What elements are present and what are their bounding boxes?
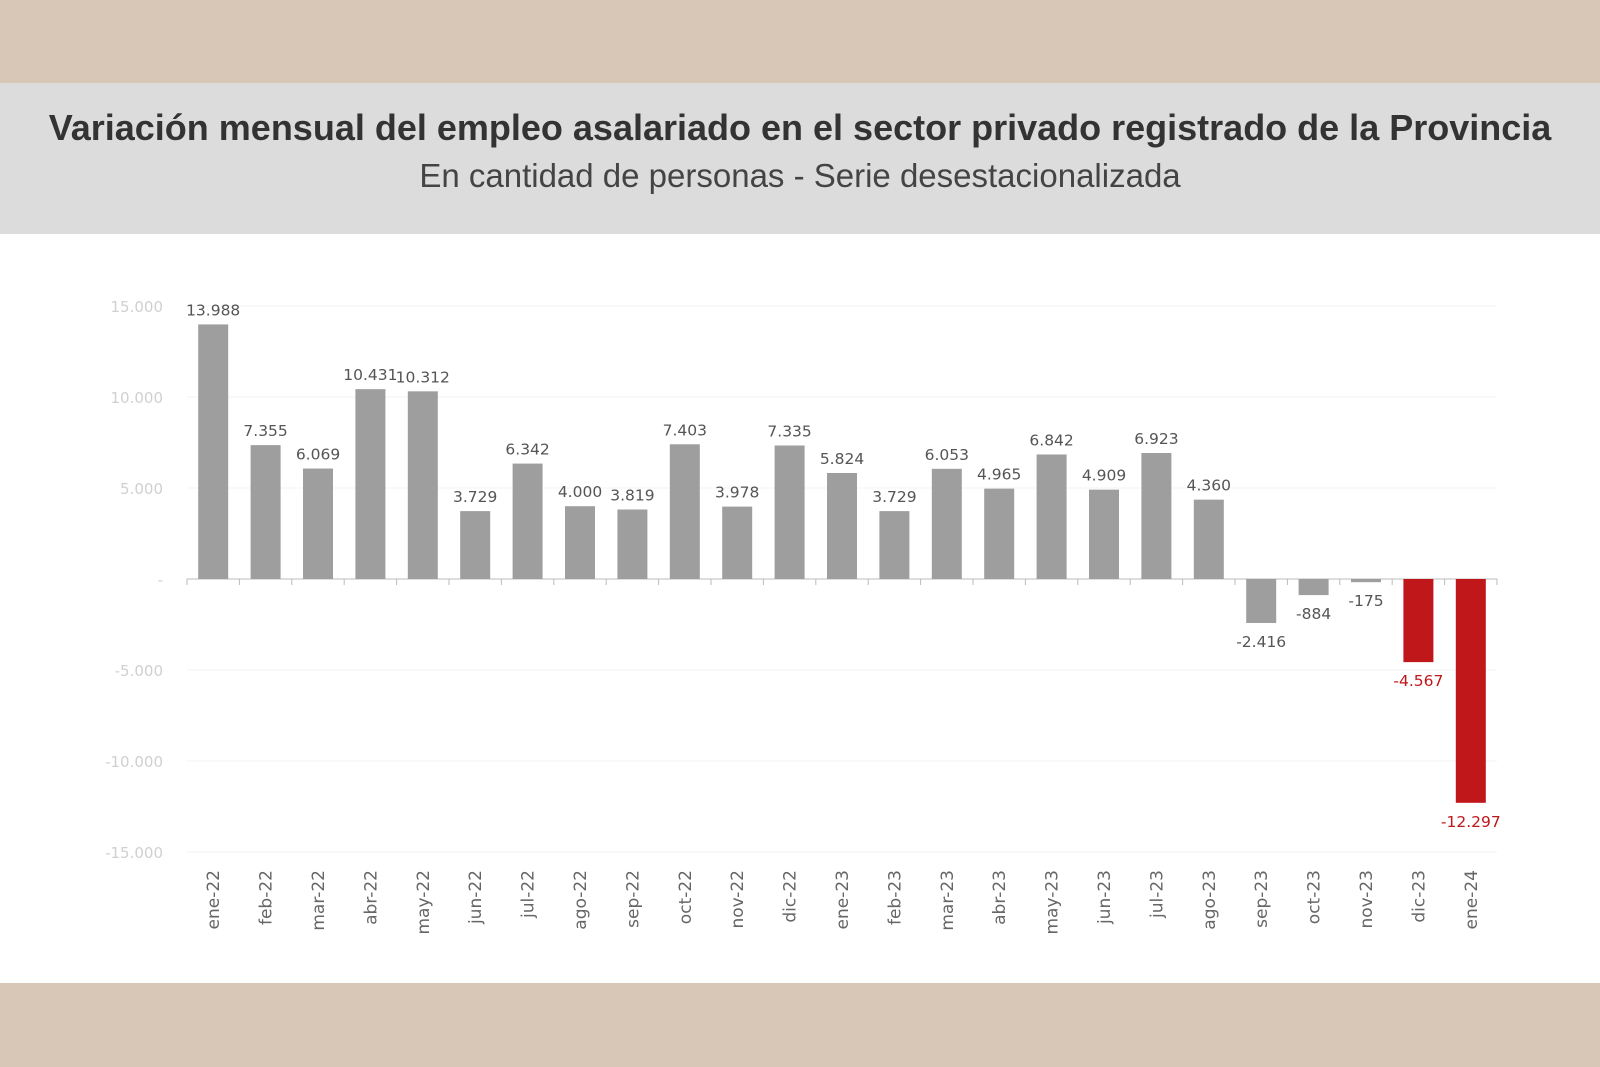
data-label: 6.069: [296, 446, 340, 464]
bar-jun-23: [1089, 489, 1119, 579]
chart-subtitle: En cantidad de personas - Serie desestac…: [419, 157, 1181, 194]
y-tick-label: -10.000: [105, 753, 163, 771]
y-tick-label: -15.000: [105, 844, 163, 862]
y-tick-label: 10.000: [111, 389, 164, 407]
x-tick-label: sep-23: [1252, 870, 1272, 928]
x-tick-label: ago-23: [1200, 870, 1220, 930]
data-label: 3.729: [453, 488, 497, 506]
chart-title: Variación mensual del empleo asalariado …: [48, 107, 1552, 148]
data-label: 7.335: [767, 423, 811, 441]
x-tick-label: oct-23: [1305, 870, 1325, 924]
x-tick-label: abr-22: [361, 870, 381, 925]
data-label: 4.909: [1082, 467, 1126, 485]
y-tick-label: -: [158, 571, 163, 589]
x-tick-label: dic-23: [1409, 870, 1429, 923]
y-tick-label: 15.000: [111, 298, 164, 316]
bar-nov-23: [1351, 579, 1381, 583]
data-label: -12.297: [1441, 813, 1501, 831]
x-tick-label: mar-22: [309, 870, 329, 931]
data-label: 3.819: [610, 486, 654, 504]
bar-mar-23: [931, 468, 962, 579]
bar-sep-23: [1246, 579, 1277, 623]
data-label: 4.360: [1187, 477, 1231, 495]
bar-oct-23: [1298, 579, 1329, 596]
x-tick-label: ago-22: [571, 870, 591, 930]
y-tick-label: 5.000: [120, 480, 163, 498]
bar-dic-23: [1403, 579, 1434, 663]
bar-may-22: [407, 391, 438, 579]
x-tick-label: oct-22: [676, 870, 696, 924]
x-tick-label: ene-23: [833, 870, 853, 929]
data-label: 10.431: [343, 366, 397, 384]
bottom-band: [0, 983, 1600, 1067]
bar-ene-24: [1455, 579, 1486, 803]
data-label: 6.053: [925, 446, 969, 464]
x-tick-label: feb-22: [257, 870, 277, 925]
bar-jul-22: [512, 463, 543, 579]
bar-may-23: [1036, 454, 1067, 579]
title-box: Variación mensual del empleo asalariado …: [0, 83, 1600, 234]
data-label: 7.355: [243, 422, 287, 440]
x-tick-label: abr-23: [990, 870, 1010, 925]
bar-oct-22: [669, 444, 700, 579]
x-tick-label: jul-23: [1147, 870, 1167, 919]
data-label: 10.312: [396, 368, 450, 386]
x-tick-label: may-22: [414, 870, 434, 935]
bar-ene-22: [198, 324, 229, 579]
x-tick-label: jul-22: [519, 870, 539, 919]
data-label: 3.978: [715, 484, 759, 502]
data-label: 4.000: [558, 483, 602, 501]
x-tick-label: mar-23: [938, 870, 958, 931]
data-label: 7.403: [663, 421, 707, 439]
bar-abr-22: [355, 389, 386, 579]
bar-feb-22: [250, 445, 281, 579]
bar-jun-22: [460, 511, 491, 579]
bar-nov-22: [722, 506, 753, 579]
x-tick-label: feb-23: [885, 870, 905, 925]
data-label: -2.416: [1236, 633, 1286, 651]
y-tick-label: -5.000: [115, 662, 163, 680]
bar-ago-23: [1193, 499, 1224, 579]
bar-mar-22: [303, 468, 333, 579]
data-label: 6.842: [1029, 431, 1073, 449]
x-tick-label: jun-23: [1095, 870, 1115, 925]
x-tick-label: jun-22: [466, 870, 486, 925]
x-tick-label: may-23: [1043, 870, 1063, 935]
x-tick-label: sep-22: [623, 870, 643, 928]
data-label: 13.988: [186, 301, 240, 319]
x-tick-label: dic-22: [781, 870, 801, 923]
data-label: -884: [1296, 605, 1331, 623]
bar-jul-23: [1141, 453, 1172, 579]
bar-dic-22: [774, 445, 805, 579]
data-label: -175: [1348, 592, 1383, 610]
data-label: 3.729: [872, 488, 916, 506]
x-tick-label: ene-22: [204, 870, 224, 929]
bar-ene-23: [827, 473, 857, 579]
bar-sep-22: [617, 509, 648, 579]
x-tick-label: ene-24: [1462, 870, 1482, 929]
data-label: 5.824: [820, 450, 864, 468]
bar-feb-23: [879, 511, 910, 579]
x-tick-label: nov-23: [1357, 870, 1377, 929]
data-label: 4.965: [977, 466, 1021, 484]
data-label: -4.567: [1393, 672, 1443, 690]
data-label: 6.923: [1134, 430, 1178, 448]
x-tick-label: nov-22: [728, 870, 748, 929]
bar-ago-22: [565, 506, 595, 579]
bar-abr-23: [984, 488, 1015, 579]
data-label: 6.342: [505, 441, 549, 459]
top-band: [0, 0, 1600, 83]
